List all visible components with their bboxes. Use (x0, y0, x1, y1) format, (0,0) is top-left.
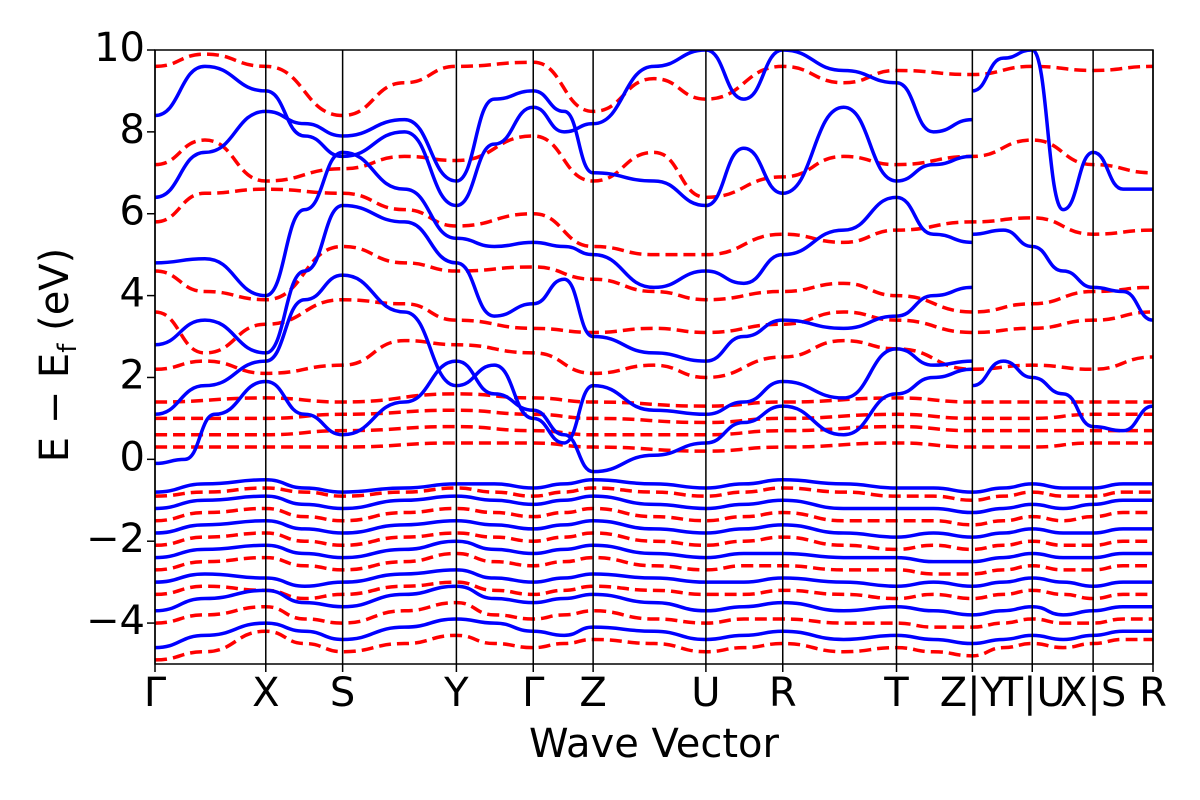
x-axis-title: Wave Vector (529, 721, 780, 767)
dashed-band-line (155, 531, 1153, 552)
y-tick-label: −2 (86, 516, 145, 562)
dashed-band-line (155, 408, 1153, 425)
dashed-band-line (155, 52, 1153, 118)
y-axis-title-unit: (eV) (32, 248, 78, 344)
dashed-band-line (155, 187, 1153, 257)
x-tick-label: X (252, 670, 279, 716)
dashed-band-line (155, 134, 1153, 200)
y-tick-label: 2 (120, 352, 145, 398)
bands-layer (155, 50, 1153, 662)
solid-band-line (155, 478, 1153, 494)
dashed-band-line (155, 486, 1153, 503)
dashed-band-line (155, 600, 1153, 629)
dashed-band-line (155, 629, 1153, 662)
dashed-band-line (155, 392, 1153, 408)
kpoint-lines-layer (154, 50, 1154, 664)
y-tick-label: 4 (120, 271, 145, 317)
x-tick-label: Γ (144, 670, 167, 716)
dashed-band-line (155, 297, 1153, 355)
solid-band-line (972, 228, 1153, 322)
x-tick-label: X|S (1060, 670, 1126, 716)
y-axis-title: E − Ef (eV) (32, 248, 83, 463)
dashed-band-line (155, 441, 1153, 453)
y-axis-title-subscript: f (53, 343, 83, 353)
x-tick-label: R (769, 670, 797, 716)
x-tick-label: Z (579, 670, 606, 716)
x-axis: Γ X S Y Γ Z U R T Z|YT|UX|S R (144, 664, 1167, 716)
solid-band-line (155, 359, 973, 474)
x-tick-label: U (691, 670, 720, 716)
dashed-band-line (155, 424, 1153, 437)
y-axis: −4 −2 0 2 4 6 8 10 (86, 25, 155, 644)
dashed-band-line (155, 338, 1153, 380)
solid-band-line (155, 50, 973, 208)
y-tick-label: −4 (86, 598, 145, 644)
x-tick-label: Γ (522, 670, 545, 716)
solid-band-line (155, 150, 973, 298)
solid-band-line (155, 203, 973, 363)
x-tick-label: T|U (998, 670, 1066, 716)
solid-band-line (155, 273, 973, 445)
y-tick-label: 10 (94, 25, 145, 71)
x-tick-label: Z|Y (940, 670, 1006, 716)
y-axis-title-main: E − E (32, 353, 78, 463)
dashed-band-line (155, 506, 1153, 527)
solid-band-line (155, 568, 1153, 588)
solid-band-line (971, 50, 1153, 212)
y-tick-label: 6 (120, 189, 145, 235)
solid-band-line (155, 89, 973, 208)
y-tick-label: 0 (120, 434, 145, 480)
plot-frame (154, 49, 1154, 665)
x-tick-label: Y (443, 670, 469, 716)
x-tick-label: S (330, 670, 355, 716)
x-tick-label: T (883, 670, 909, 716)
x-tick-label: R (1139, 670, 1167, 716)
solid-band-line (155, 518, 1153, 539)
solid-band-line (155, 494, 1153, 515)
solid-band-line (972, 359, 1153, 433)
y-tick-label: 8 (120, 107, 145, 153)
